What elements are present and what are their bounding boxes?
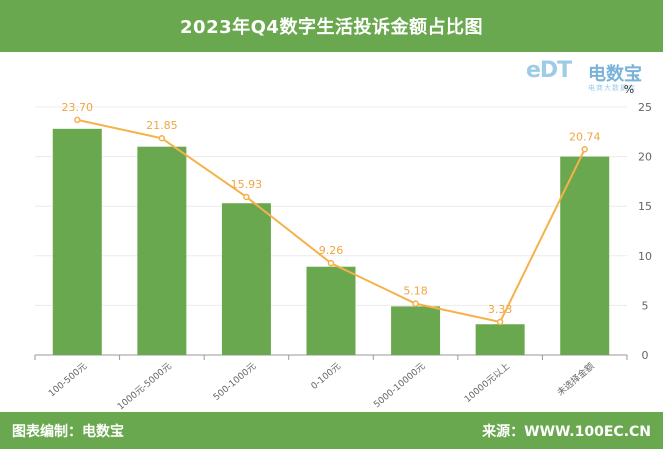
data-label: 20.74 — [569, 130, 601, 143]
y-tick-label: 25 — [638, 101, 652, 114]
bar-line-chart: 0 5 10 15 20 25% 100-500元 1000元-5000元 500-1000元 0… — [34, 83, 652, 412]
footer-credit: 图表编制：电数宝 — [12, 423, 124, 440]
y-unit-label: % — [624, 83, 634, 96]
chart-header: 2023年Q4数字生活投诉金额占比图 — [0, 0, 663, 52]
x-tick-label: 100-500元 — [47, 362, 89, 400]
data-label: 21.85 — [146, 119, 178, 132]
line-point — [327, 259, 335, 267]
bar — [137, 146, 187, 355]
bar — [560, 156, 610, 355]
chart-footer: 图表编制：电数宝 来源：WWW.100EC.CN — [0, 412, 663, 449]
logo-mark: eDT — [526, 58, 572, 83]
line-point — [74, 116, 81, 124]
data-label: 23.70 — [62, 101, 94, 114]
data-label: 9.26 — [319, 244, 344, 257]
bar — [306, 266, 356, 355]
footer-source: 来源：WWW.100EC.CN — [482, 423, 651, 440]
bar — [221, 203, 271, 355]
logo-subtitle: 电商大数据库 — [588, 84, 636, 92]
y-tick-label: 15 — [638, 200, 652, 213]
x-tick-label: 5000-10000元 — [372, 362, 427, 411]
bar — [52, 128, 102, 355]
y-tick-label: 10 — [638, 250, 652, 263]
y-tick-label: 20 — [638, 151, 652, 164]
x-tick-label: 10000元以上 — [462, 361, 512, 405]
bar — [475, 324, 525, 355]
data-label: 15.93 — [231, 178, 263, 191]
line-point — [158, 134, 166, 142]
bar — [391, 306, 441, 355]
line-point — [243, 193, 250, 201]
x-tick-label: 500-1000元 — [212, 362, 259, 403]
line-point — [496, 318, 504, 326]
line-point — [412, 300, 419, 307]
x-tick-label: 0-100元 — [310, 362, 343, 392]
x-tick-label: 1000元-5000元 — [116, 362, 174, 412]
line-point — [581, 146, 588, 153]
brand-logo: eDT 电数宝 电商大数据库 — [526, 58, 662, 98]
x-tick-label: 未选择金额 — [554, 360, 596, 398]
data-label: 3.33 — [488, 303, 513, 316]
data-label: 5.18 — [403, 285, 428, 298]
chart-title: 2023年Q4数字生活投诉金额占比图 — [180, 17, 483, 38]
logo-name: 电数宝 — [588, 64, 642, 85]
y-tick-label: 5 — [642, 299, 649, 312]
y-tick-label: 0 — [642, 349, 649, 362]
